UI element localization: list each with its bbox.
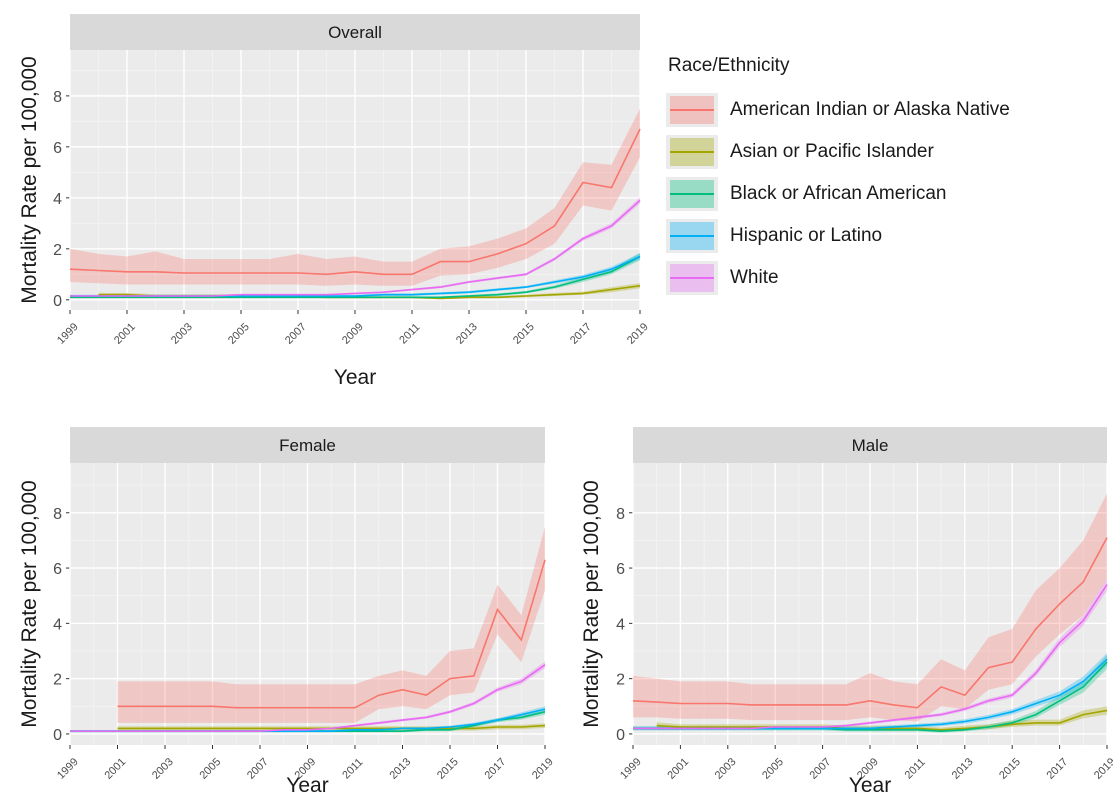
y-tick-label: 0 [53,293,62,310]
confidence-band [633,493,1107,722]
y-tick-label: 0 [616,727,625,744]
x-tick-label: 2017 [1045,756,1071,782]
legend-line [670,151,714,153]
legend-label: Asian or Pacific Islander [730,141,934,162]
y-tick-label: 2 [53,242,62,259]
legend-key [666,93,718,127]
y-tick-label: 4 [53,191,62,208]
x-tick-label: 1999 [618,756,644,782]
y-tick-label: 8 [53,506,62,523]
y-axis-title: Mortality Rate per 100,000 [18,480,41,727]
x-tick-label: 2013 [387,756,413,782]
x-tick-label: 2003 [150,756,176,782]
legend-line [670,235,714,237]
legend-key [666,135,718,169]
x-tick-label: 2015 [511,321,537,347]
confidence-band [117,526,545,723]
x-axis-title: Year [286,774,328,797]
legend-item: White [666,257,1106,299]
legend-label: American Indian or Alaska Native [730,99,1010,120]
facet-title: Female [279,436,336,455]
y-axis-title: Mortality Rate per 100,000 [18,56,41,303]
x-tick-label: 2017 [568,321,594,347]
y-tick-label: 2 [53,672,62,689]
x-tick-label: 2019 [625,321,651,347]
legend-item: Hispanic or Latino [666,215,1106,257]
x-tick-label: 2017 [482,756,508,782]
y-axis-title: Mortality Rate per 100,000 [580,480,603,727]
x-tick-label: 2013 [950,756,976,782]
y-tick-label: 6 [616,561,625,578]
x-axis-title: Year [849,774,891,797]
legend-key [666,177,718,211]
x-tick-label: 2005 [197,756,223,782]
x-tick-label: 2013 [454,321,480,347]
x-tick-label: 1999 [55,321,81,347]
x-tick-label: 2007 [283,321,309,347]
legend-label: Black or African American [730,183,947,204]
legend-label: White [730,267,779,288]
y-tick-label: 4 [616,616,625,633]
y-tick-label: 2 [616,672,625,689]
facet-strip [633,427,1107,463]
series-line [70,664,546,733]
legend: Race/Ethnicity American Indian or Alaska… [666,55,1106,299]
legend-key [666,261,718,295]
x-axis-title: Year [334,366,376,389]
x-tick-label: 2007 [245,756,271,782]
legend-item: Black or African American [666,173,1106,215]
legend-line [670,109,714,111]
facet-strip [70,14,640,50]
x-tick-label: 2011 [903,756,928,781]
facet-title: Overall [328,23,382,42]
x-tick-label: 2005 [226,321,252,347]
x-tick-label: 2003 [713,756,739,782]
legend-item: American Indian or Alaska Native [666,89,1106,131]
x-tick-label: 2007 [808,756,834,782]
confidence-band [70,108,640,286]
legend-line [670,193,714,195]
x-tick-label: 2001 [112,321,138,347]
x-tick-label: 2001 [102,756,128,782]
x-tick-label: 2011 [340,756,365,781]
series-line [69,128,641,276]
x-tick-label: 2011 [397,321,422,346]
facet-title: Male [852,436,889,455]
y-tick-label: 4 [53,616,62,633]
y-tick-label: 0 [53,727,62,744]
x-tick-label: 2019 [1092,756,1113,782]
x-tick-label: 2015 [997,756,1023,782]
y-tick-label: 6 [53,561,62,578]
series-line [633,584,1108,730]
series-line [632,537,1108,709]
x-tick-label: 2005 [760,756,786,782]
y-tick-label: 8 [53,89,62,106]
x-tick-label: 2019 [530,756,556,782]
legend-title: Race/Ethnicity [668,55,790,76]
facet-strip [70,427,545,463]
legend-label: Hispanic or Latino [730,225,883,246]
y-tick-label: 8 [616,506,625,523]
x-tick-label: 2015 [435,756,461,782]
x-tick-label: 2001 [665,756,691,782]
x-tick-label: 2003 [169,321,195,347]
legend-line [670,277,714,279]
series-line [117,559,546,709]
y-tick-label: 6 [53,140,62,157]
legend-key [666,219,718,253]
panel-overall: Overall 0 2 4 6 8 1999 2001 2003 2005 2007 2009 2011… [18,14,651,389]
x-tick-label: 1999 [55,756,81,782]
series-line [70,255,641,299]
x-tick-label: 2009 [340,321,366,347]
legend-item: Asian or Pacific Islander [666,131,1106,173]
series-line [70,199,641,297]
